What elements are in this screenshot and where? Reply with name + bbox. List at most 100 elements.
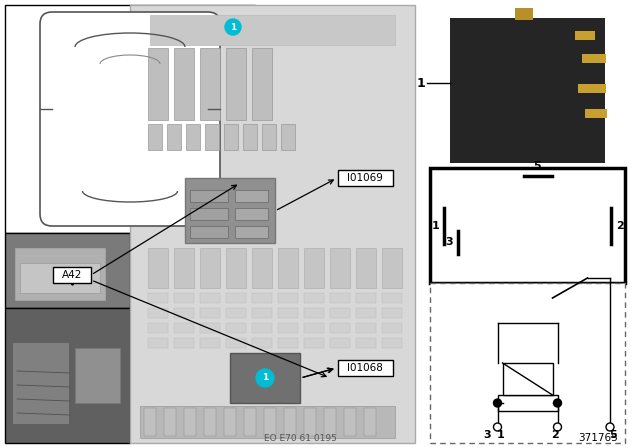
Bar (75, 348, 120, 403)
Bar (186, 124, 200, 150)
Bar (164, 408, 176, 436)
Bar (148, 293, 168, 303)
Text: 1: 1 (497, 430, 504, 440)
Bar (382, 248, 402, 288)
Bar (304, 248, 324, 288)
Bar (578, 84, 606, 93)
Bar (226, 48, 246, 120)
Text: 3: 3 (445, 237, 453, 246)
Bar (226, 308, 246, 318)
Bar (185, 178, 275, 243)
Bar (278, 293, 298, 303)
Bar (226, 293, 246, 303)
Bar (304, 293, 324, 303)
Bar (167, 124, 181, 150)
Bar (515, 8, 533, 20)
Bar (278, 248, 298, 288)
Bar (200, 338, 220, 348)
Text: 1: 1 (230, 22, 236, 31)
Bar (174, 323, 194, 333)
Bar (200, 248, 220, 288)
Bar (278, 323, 298, 333)
Bar (382, 338, 402, 348)
Circle shape (493, 399, 502, 407)
Bar (204, 408, 216, 436)
Text: A42: A42 (62, 270, 82, 280)
Bar (200, 323, 220, 333)
Bar (252, 293, 272, 303)
Bar (243, 124, 257, 150)
Text: 371765: 371765 (578, 433, 618, 443)
Bar (235, 190, 268, 202)
Bar (382, 293, 402, 303)
Bar (174, 338, 194, 348)
Bar (430, 168, 625, 283)
Bar (148, 48, 168, 120)
Bar (450, 18, 605, 163)
Bar (244, 408, 256, 436)
Bar (264, 408, 276, 436)
Bar (174, 48, 194, 120)
Text: 5: 5 (609, 430, 617, 440)
Bar (356, 338, 376, 348)
Bar (356, 293, 376, 303)
Bar (382, 323, 402, 333)
Circle shape (554, 399, 561, 407)
Bar (148, 338, 168, 348)
Bar (148, 323, 168, 333)
Bar (304, 338, 324, 348)
Bar (226, 323, 246, 333)
Bar (575, 31, 595, 40)
Bar (184, 408, 196, 436)
Bar (502, 363, 552, 395)
Bar (382, 308, 402, 318)
Bar (262, 124, 276, 150)
Circle shape (554, 423, 561, 431)
Circle shape (493, 423, 502, 431)
Bar (344, 408, 356, 436)
Bar (356, 323, 376, 333)
Text: 1: 1 (262, 374, 268, 383)
Bar (356, 248, 376, 288)
Bar (200, 308, 220, 318)
Bar (585, 109, 607, 118)
Bar (15, 248, 105, 300)
Bar (190, 226, 228, 238)
Bar (140, 406, 395, 438)
Bar (226, 248, 246, 288)
Bar (174, 293, 194, 303)
Bar (364, 408, 376, 436)
Bar (337, 360, 392, 376)
Bar (190, 208, 228, 220)
Bar (224, 124, 238, 150)
Bar (278, 338, 298, 348)
Text: 3: 3 (484, 430, 492, 440)
Bar (148, 124, 162, 150)
Circle shape (256, 369, 274, 387)
Bar (330, 293, 350, 303)
Bar (174, 248, 194, 288)
Bar (582, 54, 606, 63)
Bar (252, 248, 272, 288)
Bar (330, 308, 350, 318)
FancyBboxPatch shape (40, 12, 220, 226)
Bar (330, 248, 350, 288)
Text: 2: 2 (616, 220, 624, 231)
Bar (252, 48, 272, 120)
Bar (430, 283, 625, 443)
Bar (235, 226, 268, 238)
Bar (200, 48, 220, 120)
Bar (324, 408, 336, 436)
Bar (174, 308, 194, 318)
Bar (205, 124, 219, 150)
Bar (356, 308, 376, 318)
Bar (284, 408, 296, 436)
Bar (497, 395, 557, 411)
Bar (304, 308, 324, 318)
Bar (337, 170, 392, 186)
Bar (304, 323, 324, 333)
Text: 5: 5 (534, 161, 541, 171)
Bar (13, 343, 68, 423)
Bar (330, 338, 350, 348)
Bar (144, 408, 156, 436)
